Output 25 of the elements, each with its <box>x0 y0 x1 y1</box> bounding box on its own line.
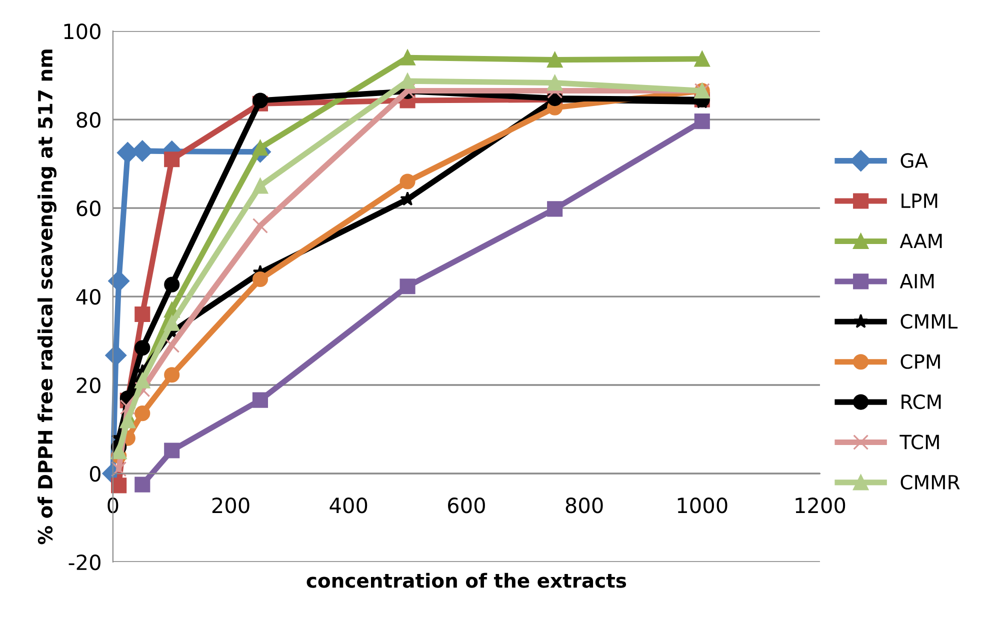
legend-label: LPM <box>902 194 938 208</box>
x-axis-title: concentration of the extracts <box>306 572 626 588</box>
x-tick-label: 1000 <box>678 497 728 514</box>
legend-label: GA <box>900 153 928 168</box>
y-tick-label: -20 <box>68 554 100 570</box>
y-tick-label: 40 <box>76 288 100 305</box>
y-tick-label: 60 <box>76 200 100 216</box>
y-axis-title: % of DPPH free radical scavenging at 517 nm <box>38 50 56 544</box>
x-tick-label: 800 <box>566 497 603 514</box>
legend-label: CMMR <box>900 474 960 490</box>
y-tick-label: 100 <box>64 24 100 40</box>
x-tick-label: 1200 <box>796 497 846 514</box>
legend-label: RCM <box>902 394 941 410</box>
y-tick-label: 0 <box>90 466 100 482</box>
x-tick-label: 400 <box>330 497 368 514</box>
x-tick-label: 0 <box>108 497 118 514</box>
x-tick-label: 600 <box>448 497 485 514</box>
legend-label: CPM <box>900 354 940 369</box>
legend-label: AIM <box>900 274 934 288</box>
legend-label: TCM <box>900 434 939 450</box>
y-tick-label: 20 <box>76 377 100 394</box>
legend-label: AAM <box>900 234 942 248</box>
y-tick-label: 80 <box>76 112 100 128</box>
legend-label: CMML <box>900 314 958 329</box>
x-tick-label: 200 <box>212 497 250 514</box>
